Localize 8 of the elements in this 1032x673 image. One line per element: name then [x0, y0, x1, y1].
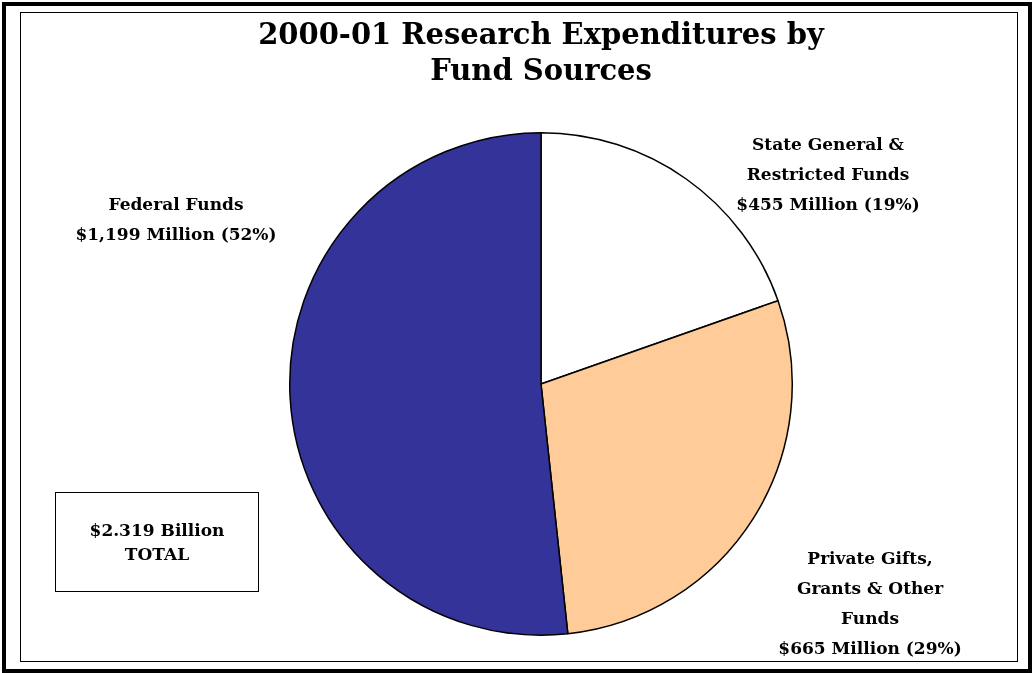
- data-label: $1,199 Million (52%): [75, 224, 277, 245]
- data-label: $665 Million (29%): [778, 638, 962, 659]
- slice-label: State General & Restricted Funds: [746, 134, 910, 185]
- slice-label: Federal Funds: [108, 194, 244, 215]
- text: $2.319 Billion TOTAL: [55, 492, 259, 592]
- data-label: $455 Million (19%): [736, 194, 920, 215]
- slice-label: Private Gifts, Grants & Other Funds: [796, 548, 945, 629]
- chart-title: 2000-01 Research Expenditures by Fund Sources: [257, 16, 826, 88]
